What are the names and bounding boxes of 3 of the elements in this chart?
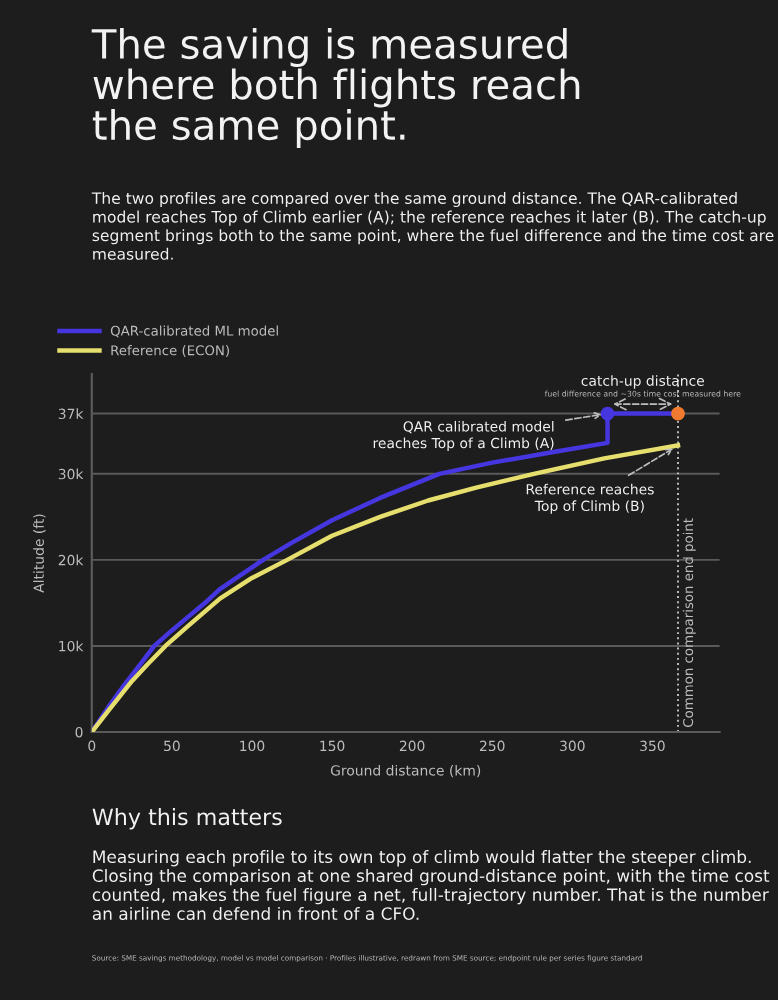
text: Measuring each profile to its own top of climb would flatter the steeper climb. Closing the comparison at one shared ground-distance point, with the time cost counted, makes the fuel figure a net, full-trajectory number. That is the number an airline can defend in front of a CFO. (92, 850, 770, 921)
chart-title: The saving is measured where both flights reach the same point. (91, 28, 580, 148)
text: Why this matters (92, 808, 282, 830)
